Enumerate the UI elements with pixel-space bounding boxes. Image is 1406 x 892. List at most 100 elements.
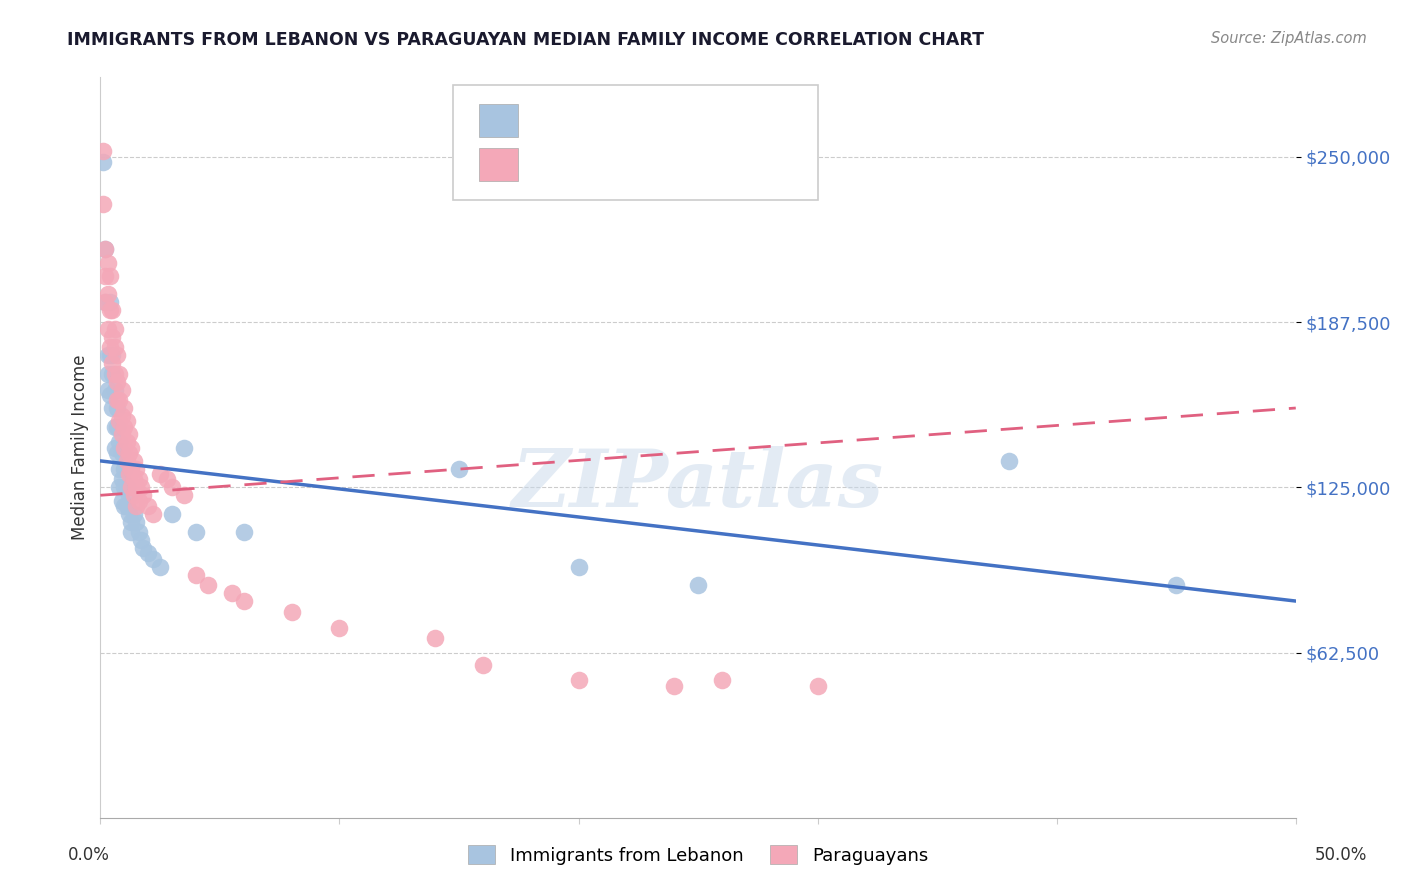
Point [120, 480, 142, 494]
Bar [479, 104, 517, 136]
Point [101, 303, 124, 318]
Point [105, 419, 128, 434]
Point [111, 409, 134, 423]
Point [173, 488, 195, 502]
FancyBboxPatch shape [453, 85, 818, 200]
Point [132, 541, 155, 556]
Point [423, 631, 446, 645]
Point [122, 488, 145, 502]
Point [105, 401, 128, 415]
Point [132, 488, 155, 502]
Text: 50.0%: 50.0% [1315, 846, 1367, 863]
Point [120, 525, 142, 540]
Point [101, 329, 124, 343]
Point [567, 559, 589, 574]
Point [96, 321, 118, 335]
Point [120, 462, 142, 476]
Point [118, 427, 141, 442]
Text: N =: N = [658, 154, 702, 174]
Text: 0.0%: 0.0% [67, 846, 110, 863]
Point [108, 414, 131, 428]
Point [328, 620, 350, 634]
Legend: Immigrants from Lebanon, Paraguayans: Immigrants from Lebanon, Paraguayans [461, 838, 935, 871]
Point [118, 446, 141, 460]
Point [221, 586, 243, 600]
Point [125, 515, 148, 529]
Point [197, 578, 219, 592]
Point [101, 367, 124, 381]
Point [125, 499, 148, 513]
Text: Source: ZipAtlas.com: Source: ZipAtlas.com [1211, 31, 1367, 46]
Text: 66: 66 [709, 154, 737, 174]
Text: 0.028: 0.028 [579, 154, 641, 174]
Point [136, 546, 159, 560]
Point [105, 393, 128, 408]
Point [115, 414, 138, 428]
Point [98, 340, 121, 354]
Point [105, 375, 128, 389]
Point [112, 462, 135, 476]
Point [98, 388, 121, 402]
Point [96, 255, 118, 269]
Point [111, 472, 134, 486]
Point [125, 480, 148, 494]
Point [1166, 578, 1188, 592]
Point [129, 533, 152, 548]
Point [112, 480, 135, 494]
Point [471, 657, 494, 672]
Point [104, 367, 127, 381]
Point [104, 383, 127, 397]
Point [108, 393, 131, 408]
Point [108, 462, 131, 476]
Point [104, 419, 127, 434]
Point [120, 441, 142, 455]
Point [280, 605, 302, 619]
Point [122, 507, 145, 521]
Point [998, 454, 1021, 468]
Point [98, 303, 121, 318]
Point [94, 295, 117, 310]
Point [96, 287, 118, 301]
Text: IMMIGRANTS FROM LEBANON VS PARAGUAYAN MEDIAN FAMILY INCOME CORRELATION CHART: IMMIGRANTS FROM LEBANON VS PARAGUAYAN ME… [67, 31, 984, 49]
Point [108, 435, 131, 450]
Point [115, 499, 138, 513]
Point [101, 401, 124, 415]
Point [104, 441, 127, 455]
Y-axis label: Median Family Income: Median Family Income [72, 355, 89, 541]
Point [94, 243, 117, 257]
Point [125, 462, 148, 476]
Point [128, 493, 150, 508]
Point [111, 383, 134, 397]
Point [115, 435, 138, 450]
Point [122, 472, 145, 486]
Point [118, 488, 141, 502]
Point [686, 578, 709, 592]
Point [91, 155, 114, 169]
Point [807, 679, 830, 693]
Point [710, 673, 733, 688]
Point [129, 480, 152, 494]
Point [112, 499, 135, 513]
Point [105, 446, 128, 460]
Point [156, 472, 179, 486]
Point [105, 348, 128, 362]
Point [128, 472, 150, 486]
Point [142, 551, 165, 566]
Point [91, 197, 114, 211]
Text: 50: 50 [709, 111, 735, 129]
Point [118, 507, 141, 521]
Point [104, 340, 127, 354]
Point [98, 348, 121, 362]
Text: ZIPatlas: ZIPatlas [512, 446, 884, 524]
Point [567, 673, 589, 688]
Point [112, 401, 135, 415]
Point [94, 268, 117, 283]
Point [118, 467, 141, 482]
Point [184, 525, 207, 540]
Point [104, 321, 127, 335]
Point [173, 441, 195, 455]
Point [160, 507, 183, 521]
Point [184, 567, 207, 582]
Point [111, 427, 134, 442]
Point [149, 559, 172, 574]
